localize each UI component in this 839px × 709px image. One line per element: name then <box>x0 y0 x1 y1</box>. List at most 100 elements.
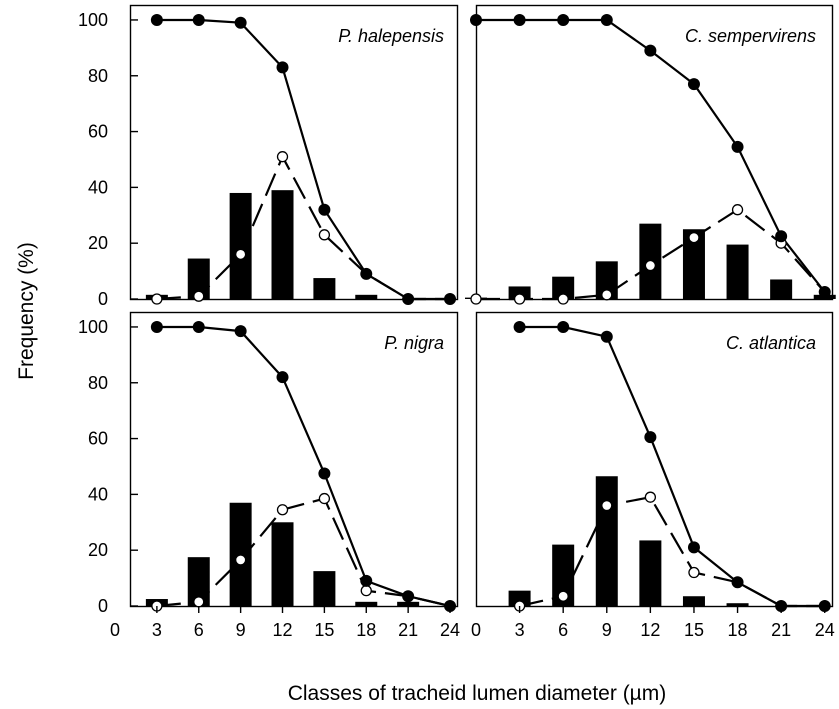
relative-point <box>644 491 657 503</box>
relative-point <box>193 596 205 608</box>
relative-point <box>688 231 700 244</box>
bar <box>229 192 252 299</box>
cumulative-point <box>600 330 613 343</box>
relative-point <box>601 499 613 512</box>
relative-point <box>470 293 482 305</box>
relative-point <box>318 492 331 505</box>
bar <box>770 279 793 299</box>
cumulative-point <box>600 13 613 26</box>
cumulative-point <box>513 13 526 26</box>
cumulative-point <box>687 541 700 554</box>
cumulative-point <box>644 44 657 57</box>
cumulative-point <box>276 371 289 384</box>
x-tick-label: 6 <box>194 620 204 640</box>
y-tick-label: 0 <box>98 289 108 309</box>
y-axis-title: Frequency (%) <box>15 242 38 380</box>
cumulative-line <box>519 325 825 608</box>
y-tick-label: 20 <box>88 540 108 560</box>
cumulative-point <box>775 230 788 243</box>
relative-point <box>276 504 289 516</box>
x-tick-label: 12 <box>272 620 292 640</box>
y-tick-label: 40 <box>88 177 108 197</box>
cumulative-point <box>150 13 163 26</box>
relative-point <box>318 229 331 241</box>
panel-1: 0 20 40 60 80 100 <box>78 10 457 309</box>
bar <box>682 596 705 606</box>
relative-point <box>644 259 657 272</box>
cumulative-point <box>644 431 657 444</box>
x-tick-label: 9 <box>602 620 612 640</box>
relative-frequency-line <box>156 154 450 301</box>
y-tick-label: 60 <box>88 122 108 142</box>
relative-point <box>513 293 526 305</box>
x-tick-label: 9 <box>236 620 246 640</box>
bar <box>552 544 575 606</box>
x-tick-label: 3 <box>515 620 525 640</box>
bar <box>639 540 662 606</box>
bar <box>595 476 618 606</box>
bar <box>187 557 210 606</box>
panel-4: 0 3 6 9 12 15 18 21 24 <box>471 320 835 640</box>
x-axis-title: Classes of tracheid lumen diameter (µm) <box>288 682 667 705</box>
x-tick-label: 0 <box>110 620 120 640</box>
cumulative-point <box>402 590 415 603</box>
relative-frequency-line <box>519 495 825 608</box>
y-tick-label: 40 <box>88 484 108 504</box>
cumulative-point <box>687 78 700 91</box>
x-tick-label: 21 <box>398 620 418 640</box>
cumulative-line <box>156 18 450 301</box>
relative-point <box>557 293 569 305</box>
panel-4-title: C. atlantica <box>726 333 816 353</box>
bar <box>397 601 420 606</box>
relative-point <box>276 151 289 163</box>
relative-point <box>731 204 744 216</box>
y-tick-label: 20 <box>88 233 108 253</box>
bar <box>726 244 749 299</box>
panel-2-title: C. sempervirens <box>685 26 816 46</box>
relative-point <box>360 585 372 597</box>
relative-point <box>234 248 247 261</box>
bar <box>313 571 336 606</box>
bar <box>271 190 294 299</box>
x-tick-label: 18 <box>728 620 748 640</box>
x-tick-label: 6 <box>558 620 568 640</box>
y-tick-label: 80 <box>88 373 108 393</box>
x-tick-label: 18 <box>356 620 376 640</box>
panel-1-frame <box>129 4 459 301</box>
bar <box>508 286 531 299</box>
cumulative-point <box>360 267 373 280</box>
cumulative-point <box>192 320 205 333</box>
y-tick-label: 0 <box>98 596 108 616</box>
panel-3-frame <box>129 311 459 608</box>
bar <box>595 261 618 299</box>
bar <box>313 278 336 299</box>
y-tick-label: 80 <box>88 66 108 86</box>
cumulative-point <box>557 13 570 26</box>
cumulative-line <box>156 325 451 608</box>
bar <box>355 601 378 606</box>
relative-frequency-line <box>156 497 451 608</box>
y-tick-label: 60 <box>88 429 108 449</box>
x-tick-label: 3 <box>152 620 162 640</box>
x-tick-label: 15 <box>314 620 334 640</box>
bar <box>187 258 210 299</box>
cumulative-point <box>234 325 247 338</box>
cumulative-point <box>402 293 415 305</box>
cumulative-point <box>360 574 373 587</box>
bar <box>726 603 749 606</box>
cumulative-point <box>557 320 570 333</box>
cumulative-point <box>818 286 831 299</box>
bar <box>552 276 575 299</box>
relative-point <box>234 554 247 566</box>
bar <box>682 229 705 299</box>
cumulative-point <box>470 13 482 26</box>
cumulative-point <box>731 576 744 589</box>
bar <box>508 590 531 606</box>
cumulative-point <box>192 13 205 26</box>
cumulative-point <box>276 61 289 74</box>
x-tick-label: 21 <box>771 620 791 640</box>
relative-point <box>193 290 205 302</box>
panel-4-frame <box>475 311 834 608</box>
cumulative-point <box>318 467 331 480</box>
panel-1-title: P. halepensis <box>338 26 444 46</box>
